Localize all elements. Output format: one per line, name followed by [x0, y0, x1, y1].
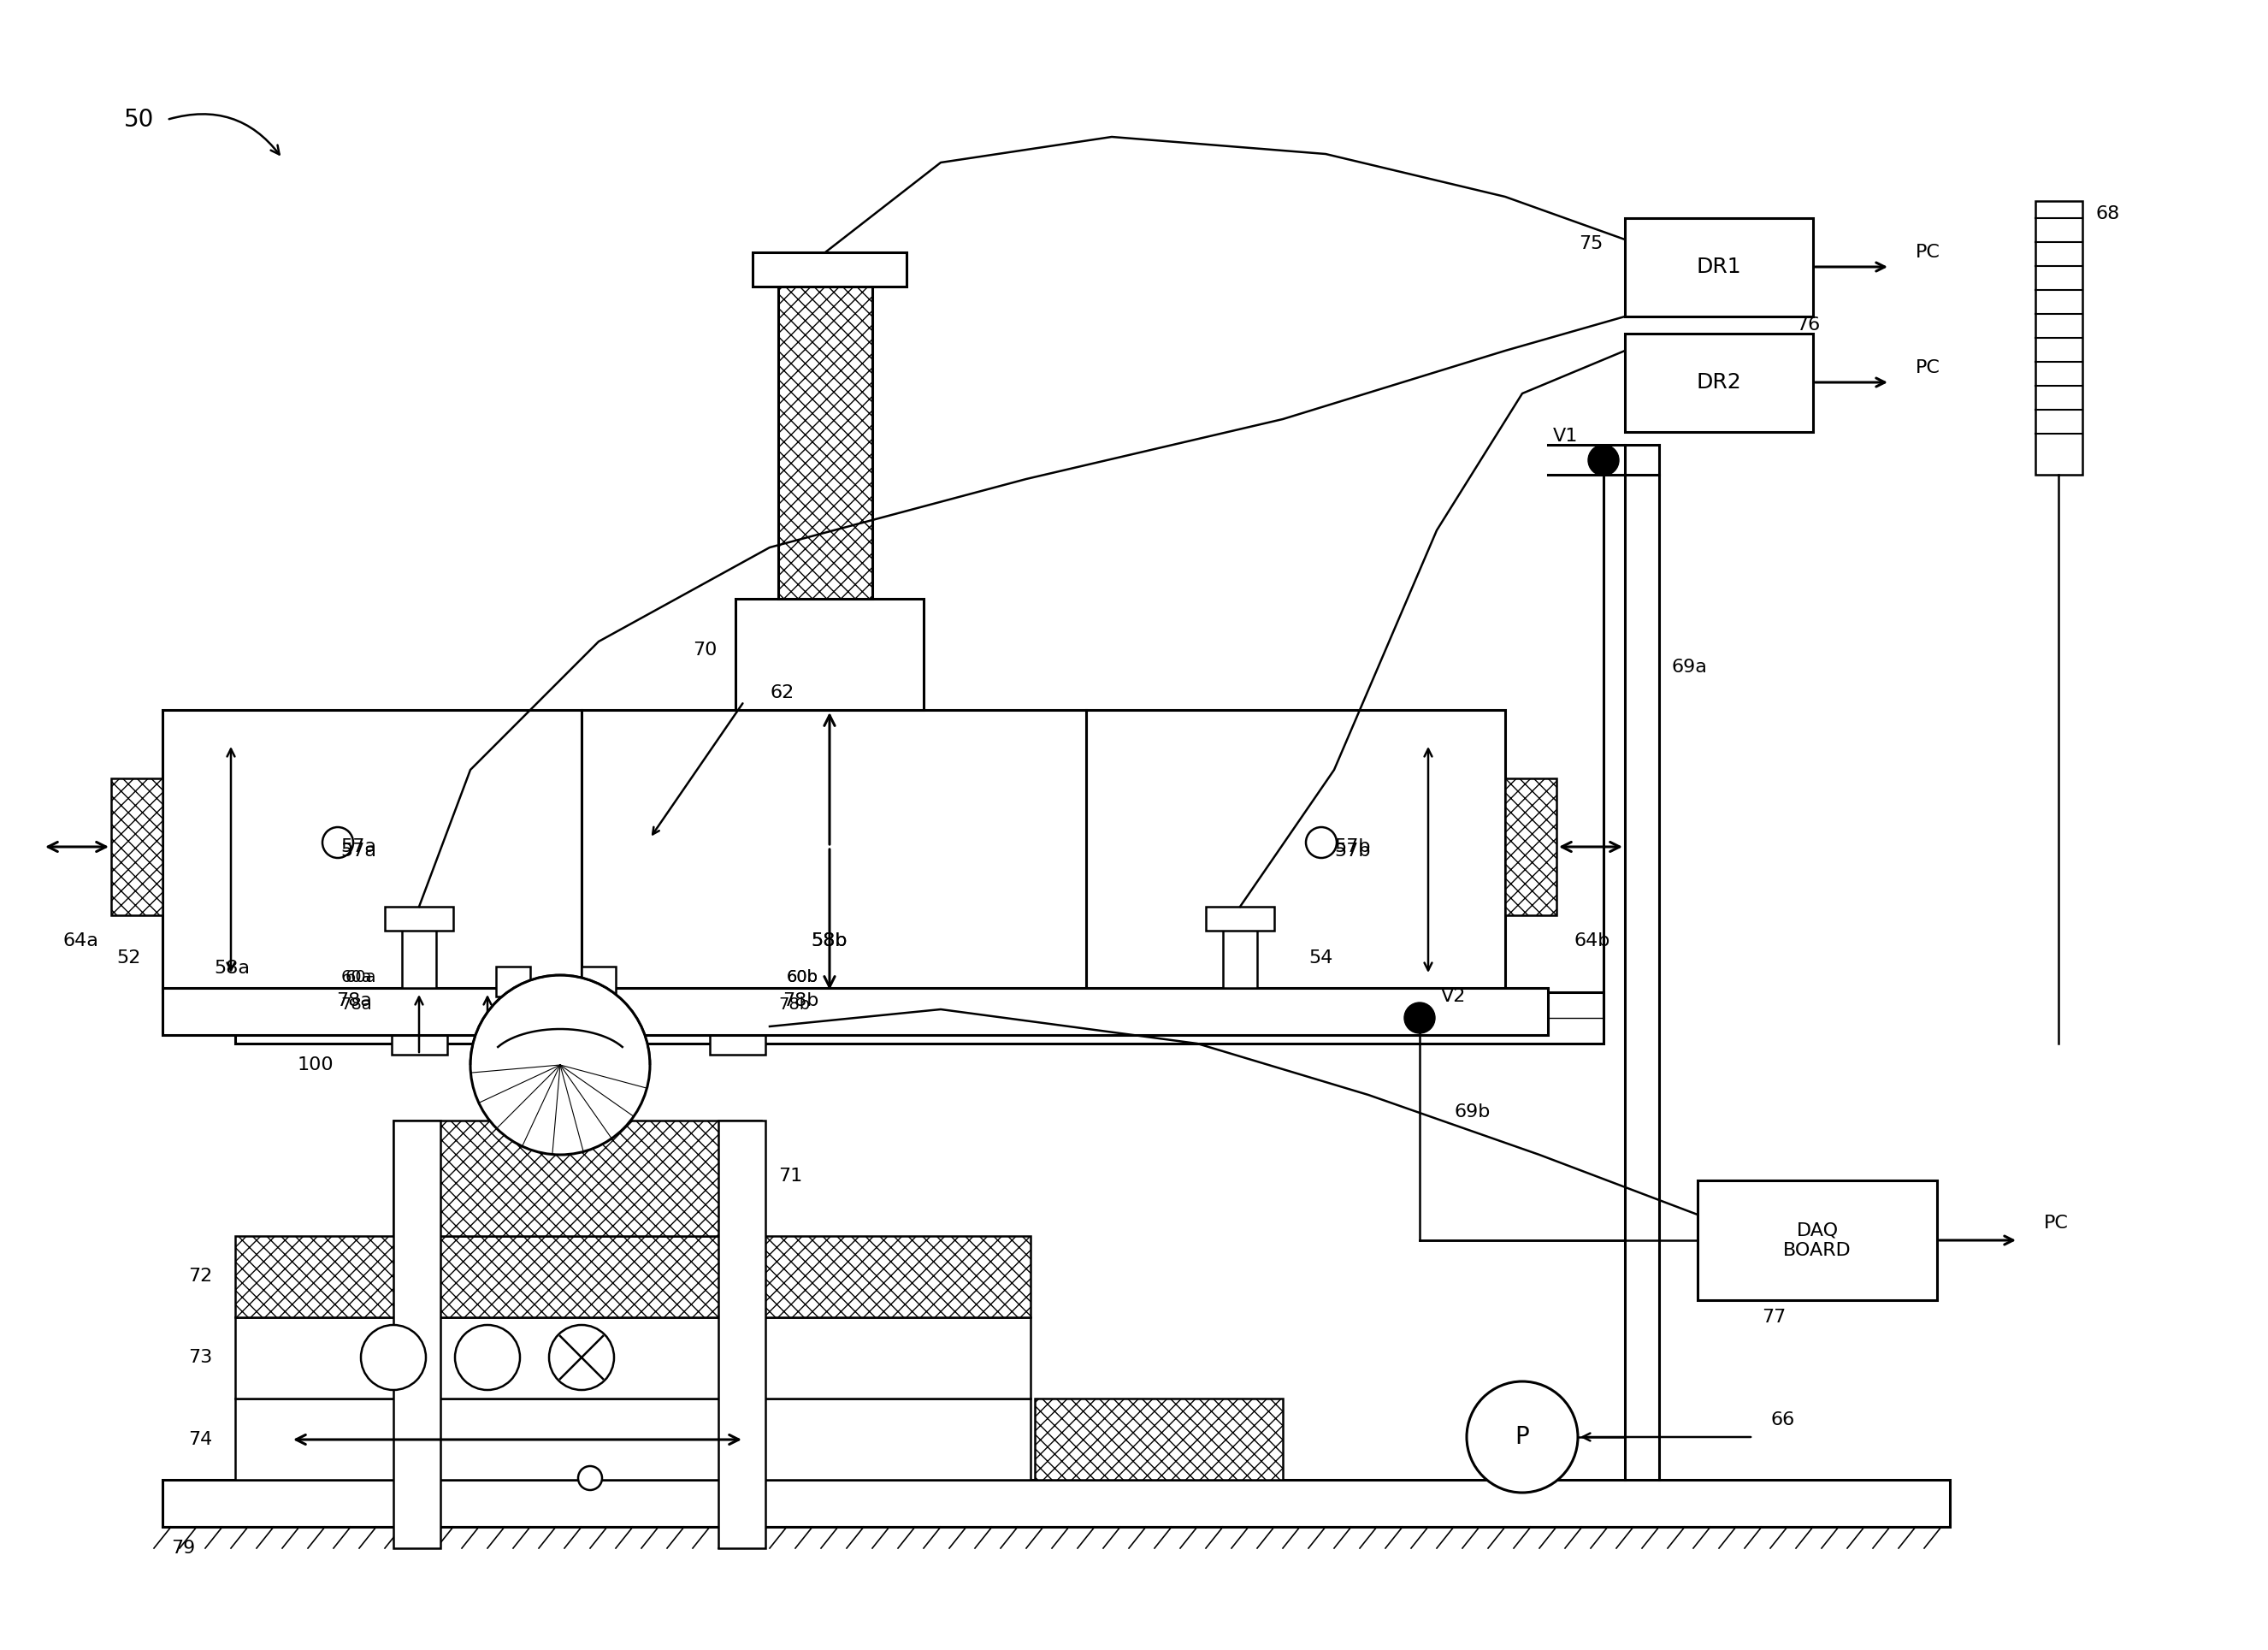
Text: 58b: 58b [812, 932, 848, 949]
Circle shape [1467, 1381, 1579, 1493]
Text: 57a: 57a [340, 838, 376, 855]
Bar [2034, 201, 2082, 475]
Bar [1086, 710, 1506, 992]
Text: 78b: 78b [778, 997, 810, 1013]
Text: 71: 71 [778, 1168, 803, 1185]
Bar [778, 282, 873, 599]
Bar [581, 967, 615, 997]
Bar [1034, 1399, 1284, 1480]
Text: 58b: 58b [812, 932, 848, 949]
Circle shape [578, 1467, 601, 1490]
Text: 60b: 60b [787, 970, 819, 985]
Bar [719, 1120, 764, 1548]
Circle shape [549, 1325, 615, 1389]
Text: V1: V1 [1554, 427, 1579, 446]
Text: 66: 66 [1771, 1411, 1794, 1429]
Bar [401, 927, 435, 988]
Text: 79: 79 [170, 1539, 195, 1556]
Text: PC: PC [1916, 360, 1941, 376]
Text: P: P [1515, 1426, 1529, 1449]
Bar [581, 710, 1086, 992]
Bar [236, 992, 1603, 1043]
Text: 78a: 78a [340, 997, 372, 1013]
Bar [710, 982, 764, 1054]
Bar [392, 1120, 440, 1548]
Text: 64a: 64a [64, 932, 98, 949]
Bar [1624, 218, 1812, 317]
Bar [497, 967, 531, 997]
Bar [236, 1236, 1030, 1317]
Text: 78b: 78b [782, 992, 819, 1010]
Text: DR2: DR2 [1696, 373, 1742, 393]
Bar [392, 1120, 762, 1236]
Bar [236, 1317, 1030, 1399]
Bar [1696, 1180, 1937, 1300]
Text: 69a: 69a [1672, 658, 1708, 676]
Text: 75: 75 [1579, 236, 1603, 252]
Text: 70: 70 [692, 642, 717, 658]
Bar [236, 1399, 1030, 1480]
Bar [1624, 333, 1812, 432]
Text: DR1: DR1 [1696, 257, 1742, 277]
Bar [392, 982, 447, 1054]
Bar [163, 710, 581, 992]
Circle shape [469, 975, 651, 1155]
Text: PC: PC [2043, 1214, 2068, 1233]
Bar [735, 599, 923, 710]
Text: 57b: 57b [1334, 843, 1370, 860]
Text: 77: 77 [1762, 1308, 1785, 1327]
Bar [163, 1480, 1950, 1526]
Text: 60a: 60a [345, 970, 376, 985]
Text: 54: 54 [1309, 949, 1334, 967]
Text: 58a: 58a [213, 960, 249, 977]
Text: 57b: 57b [1334, 838, 1370, 855]
Circle shape [456, 1325, 519, 1389]
Text: 52: 52 [118, 949, 141, 967]
Circle shape [1306, 827, 1336, 858]
Bar [386, 908, 454, 931]
Text: 100: 100 [297, 1056, 333, 1074]
Text: 76: 76 [1796, 317, 1821, 333]
Text: 50: 50 [125, 107, 154, 132]
Text: 69b: 69b [1454, 1104, 1490, 1120]
Bar [1222, 927, 1256, 988]
Text: 73: 73 [188, 1350, 213, 1366]
Bar [1207, 908, 1275, 931]
Text: 72: 72 [188, 1267, 213, 1285]
Text: 74: 74 [188, 1431, 213, 1449]
Circle shape [1588, 446, 1619, 475]
Circle shape [1404, 1003, 1436, 1033]
Text: 57a: 57a [340, 843, 376, 860]
Text: PC: PC [1916, 244, 1941, 261]
Text: 60a: 60a [340, 970, 372, 985]
Text: 60b: 60b [787, 970, 819, 985]
Bar [163, 988, 1549, 1035]
Bar [753, 252, 907, 287]
Text: 64b: 64b [1574, 932, 1610, 949]
Circle shape [322, 827, 354, 858]
Text: 62: 62 [769, 685, 794, 701]
Text: 78a: 78a [336, 992, 372, 1010]
Bar [111, 779, 163, 916]
Text: 68: 68 [2096, 205, 2118, 223]
Text: V2: V2 [1440, 988, 1465, 1005]
Circle shape [361, 1325, 426, 1389]
Bar [1506, 779, 1556, 916]
Text: DAQ
BOARD: DAQ BOARD [1783, 1221, 1851, 1259]
